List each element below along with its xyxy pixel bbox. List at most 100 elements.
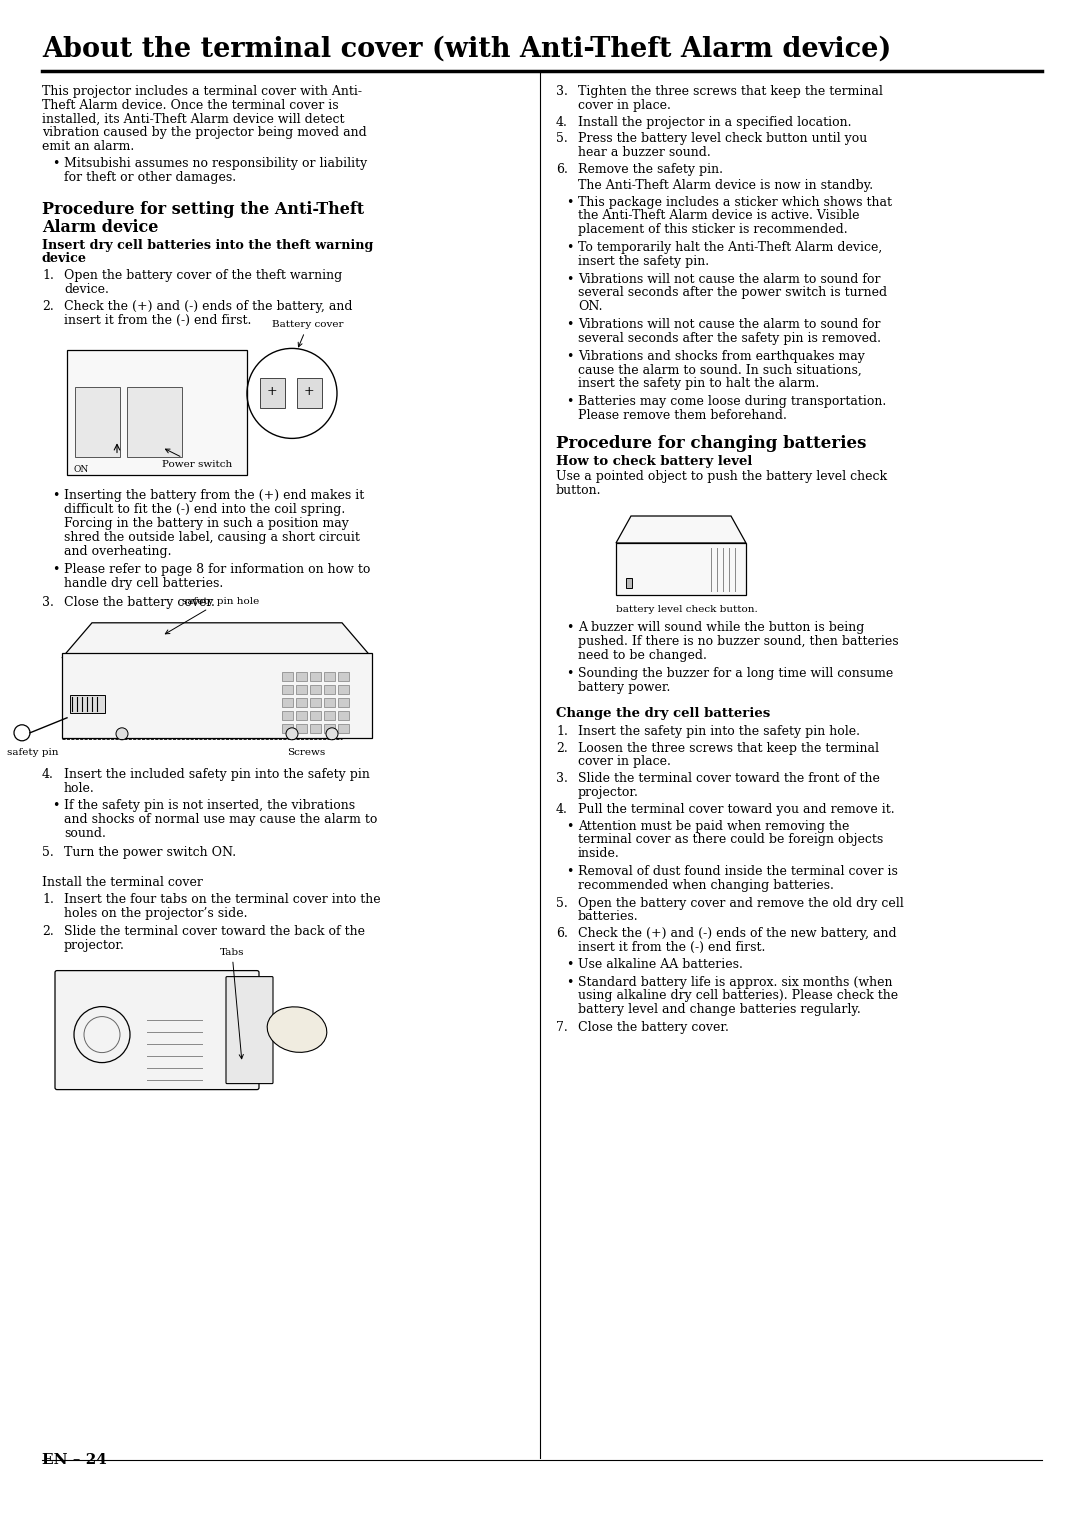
Text: sound.: sound. [64, 827, 106, 840]
Text: cover in place.: cover in place. [578, 99, 671, 112]
Polygon shape [616, 516, 746, 542]
Text: How to check battery level: How to check battery level [556, 455, 753, 468]
Text: and overheating.: and overheating. [64, 544, 172, 558]
Text: Insert the four tabs on the terminal cover into the: Insert the four tabs on the terminal cov… [64, 894, 380, 906]
Text: device.: device. [64, 283, 109, 296]
Bar [67, 350, 247, 475]
Text: Pull the terminal cover toward you and remove it.: Pull the terminal cover toward you and r… [578, 802, 894, 816]
Text: Use alkaline AA batteries.: Use alkaline AA batteries. [578, 958, 743, 970]
Text: Theft Alarm device. Once the terminal cover is: Theft Alarm device. Once the terminal co… [42, 99, 339, 112]
Text: several seconds after the power switch is turned: several seconds after the power switch i… [578, 286, 887, 299]
Text: need to be changed.: need to be changed. [578, 648, 707, 662]
Text: •: • [566, 196, 573, 209]
Text: •: • [52, 489, 59, 503]
Text: 5.: 5. [42, 847, 54, 859]
Circle shape [116, 727, 129, 740]
Text: 2.: 2. [42, 924, 54, 938]
Text: several seconds after the safety pin is removed.: several seconds after the safety pin is … [578, 332, 881, 345]
Text: 1.: 1. [42, 269, 54, 283]
Text: batteries.: batteries. [578, 911, 638, 923]
Text: insert it from the (-) end first.: insert it from the (-) end first. [578, 941, 766, 953]
Text: •: • [566, 272, 573, 286]
Bar [310, 685, 321, 694]
Bar [310, 672, 321, 681]
Text: Please remove them beforehand.: Please remove them beforehand. [578, 410, 787, 422]
Text: Install the projector in a specified location.: Install the projector in a specified loc… [578, 116, 851, 128]
Text: placement of this sticker is recommended.: placement of this sticker is recommended… [578, 223, 848, 237]
Text: Procedure for setting the Anti-Theft: Procedure for setting the Anti-Theft [42, 200, 364, 217]
Text: Tabs: Tabs [219, 947, 244, 1059]
Text: •: • [566, 819, 573, 833]
Bar [282, 711, 293, 720]
Bar [338, 685, 349, 694]
Text: using alkaline dry cell batteries). Please check the: using alkaline dry cell batteries). Plea… [578, 990, 899, 1002]
Text: battery level check button.: battery level check button. [616, 605, 758, 614]
Bar [282, 698, 293, 707]
Text: Power switch: Power switch [162, 449, 232, 469]
Text: Insert the safety pin into the safety pin hole.: Insert the safety pin into the safety pi… [578, 724, 860, 738]
Bar [127, 388, 183, 457]
Text: This package includes a sticker which shows that: This package includes a sticker which sh… [578, 196, 892, 209]
Text: 6.: 6. [556, 927, 568, 940]
Text: Attention must be paid when removing the: Attention must be paid when removing the [578, 819, 849, 833]
Text: •: • [566, 668, 573, 680]
Bar [310, 711, 321, 720]
Bar [324, 711, 335, 720]
Bar [282, 724, 293, 733]
Text: inside.: inside. [578, 847, 620, 860]
Bar [338, 698, 349, 707]
Bar [282, 672, 293, 681]
Text: emit an alarm.: emit an alarm. [42, 141, 134, 153]
Text: 4.: 4. [556, 116, 568, 128]
FancyBboxPatch shape [55, 970, 259, 1089]
Circle shape [286, 727, 298, 740]
Text: 1.: 1. [556, 724, 568, 738]
Bar [310, 698, 321, 707]
Text: safety pin hole: safety pin hole [165, 597, 259, 634]
Bar [324, 724, 335, 733]
Bar [338, 724, 349, 733]
Text: Use a pointed object to push the battery level check: Use a pointed object to push the battery… [556, 471, 887, 483]
Text: hole.: hole. [64, 782, 95, 795]
Text: terminal cover as there could be foreign objects: terminal cover as there could be foreign… [578, 833, 883, 847]
Text: 5.: 5. [556, 133, 568, 145]
Text: •: • [566, 958, 573, 970]
Text: Removal of dust found inside the terminal cover is: Removal of dust found inside the termina… [578, 865, 897, 879]
Text: •: • [566, 318, 573, 332]
Text: •: • [52, 564, 59, 576]
Bar [282, 685, 293, 694]
Text: 6.: 6. [556, 163, 568, 176]
Text: Check the (+) and (-) ends of the battery, and: Check the (+) and (-) ends of the batter… [64, 299, 352, 313]
Text: Close the battery cover.: Close the battery cover. [578, 1021, 729, 1034]
Text: projector.: projector. [578, 785, 639, 799]
Text: Vibrations and shocks from earthquakes may: Vibrations and shocks from earthquakes m… [578, 350, 865, 362]
Bar [296, 698, 307, 707]
Text: projector.: projector. [64, 938, 125, 952]
Polygon shape [62, 623, 372, 657]
Bar [324, 685, 335, 694]
Text: button.: button. [556, 484, 602, 497]
Bar [296, 685, 307, 694]
Bar [310, 724, 321, 733]
Text: Press the battery level check button until you: Press the battery level check button unt… [578, 133, 867, 145]
Text: recommended when changing batteries.: recommended when changing batteries. [578, 879, 834, 892]
Text: Screws: Screws [287, 747, 325, 756]
Text: This projector includes a terminal cover with Anti-: This projector includes a terminal cover… [42, 86, 362, 98]
Text: •: • [566, 241, 573, 254]
Text: device: device [42, 252, 87, 266]
Bar [338, 672, 349, 681]
Text: •: • [566, 396, 573, 408]
Text: Vibrations will not cause the alarm to sound for: Vibrations will not cause the alarm to s… [578, 318, 880, 332]
Text: Sounding the buzzer for a long time will consume: Sounding the buzzer for a long time will… [578, 668, 893, 680]
Text: •: • [566, 350, 573, 362]
Bar [296, 724, 307, 733]
Text: 2.: 2. [42, 299, 54, 313]
Text: 4.: 4. [556, 802, 568, 816]
Text: hear a buzzer sound.: hear a buzzer sound. [578, 147, 711, 159]
Text: Please refer to page 8 for information on how to: Please refer to page 8 for information o… [64, 564, 370, 576]
Text: 3.: 3. [556, 772, 568, 785]
Text: Slide the terminal cover toward the back of the: Slide the terminal cover toward the back… [64, 924, 365, 938]
Circle shape [326, 727, 338, 740]
Text: Loosen the three screws that keep the terminal: Loosen the three screws that keep the te… [578, 741, 879, 755]
Text: Open the battery cover of the theft warning: Open the battery cover of the theft warn… [64, 269, 342, 283]
